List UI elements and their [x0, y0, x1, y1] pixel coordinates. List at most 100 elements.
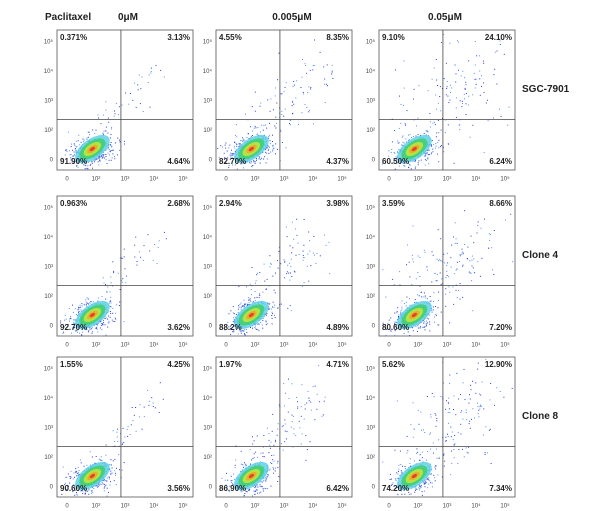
- event-dot: [397, 142, 399, 144]
- event-dot: [81, 334, 83, 336]
- y-tick-label: 10³: [366, 99, 375, 105]
- event-dot: [438, 161, 440, 163]
- event-dot: [411, 136, 412, 138]
- event-dot: [230, 480, 232, 482]
- event-dot: [467, 246, 469, 248]
- event-dot: [107, 326, 109, 328]
- event-dot: [312, 69, 314, 71]
- event-dot: [259, 162, 261, 164]
- event-dot: [418, 459, 420, 461]
- event-dot: [235, 124, 237, 126]
- event-dot: [233, 478, 235, 480]
- event-dot: [285, 392, 286, 394]
- event-dot: [436, 79, 438, 81]
- event-dot: [260, 491, 262, 493]
- event-dot: [228, 313, 230, 315]
- event-dot: [400, 464, 402, 465]
- event-dot: [62, 158, 64, 160]
- event-dot: [301, 433, 303, 435]
- event-dot: [455, 107, 457, 109]
- event-dot: [331, 71, 333, 73]
- event-dot: [430, 416, 432, 418]
- event-dot: [149, 250, 151, 252]
- event-dot: [247, 299, 249, 301]
- event-dot: [254, 300, 256, 302]
- event-dot: [419, 489, 420, 491]
- event-dot: [228, 326, 230, 328]
- event-dot: [392, 482, 394, 484]
- event-dot: [259, 481, 261, 483]
- event-dot: [244, 303, 246, 305]
- event-dot: [268, 439, 270, 441]
- quadrant-percent: 90.60%: [60, 484, 87, 493]
- event-dot: [437, 85, 439, 86]
- quadrant-percent: 80.60%: [382, 323, 409, 332]
- event-dot: [409, 139, 410, 141]
- event-dot: [310, 409, 312, 411]
- event-dot: [477, 221, 479, 223]
- event-dot: [448, 422, 449, 424]
- event-dot: [266, 474, 268, 475]
- event-dot: [440, 129, 442, 131]
- event-dot: [276, 434, 278, 436]
- event-dot: [413, 98, 414, 100]
- event-dot: [306, 72, 308, 74]
- event-dot: [429, 321, 431, 323]
- event-dot: [437, 324, 439, 326]
- event-dot: [235, 445, 237, 447]
- event-dot: [398, 470, 399, 472]
- event-dot: [83, 465, 85, 467]
- y-tick-label: 10⁵: [366, 366, 376, 373]
- event-dot: [259, 484, 261, 486]
- event-dot: [391, 148, 393, 150]
- event-dot: [239, 330, 241, 332]
- event-dot: [321, 415, 323, 417]
- event-dot: [449, 374, 451, 376]
- event-dot: [80, 309, 82, 311]
- event-dot: [292, 112, 294, 114]
- event-dot: [85, 301, 87, 303]
- event-dot: [454, 64, 456, 66]
- event-dot: [284, 277, 286, 279]
- event-dot: [229, 158, 231, 160]
- event-dot: [221, 146, 223, 148]
- event-dot: [231, 149, 232, 151]
- event-dot: [472, 310, 474, 312]
- event-dot: [306, 402, 308, 404]
- event-dot: [114, 110, 115, 112]
- event-dot: [253, 453, 255, 455]
- event-dot: [229, 144, 231, 146]
- event-dot: [249, 298, 251, 300]
- y-tick-label: 10⁵: [203, 366, 213, 373]
- event-dot: [423, 482, 425, 484]
- event-dot: [277, 467, 279, 469]
- density-core: [411, 473, 417, 479]
- event-dot: [250, 289, 252, 291]
- event-dot: [401, 144, 402, 146]
- event-dot: [73, 486, 75, 488]
- event-dot: [129, 93, 131, 94]
- event-dot: [109, 310, 111, 312]
- event-dot: [312, 386, 314, 388]
- event-dot: [430, 432, 431, 434]
- event-dot: [74, 151, 76, 153]
- event-dot: [484, 452, 486, 454]
- event-dot: [455, 289, 457, 291]
- event-dot: [262, 488, 264, 490]
- event-dot: [228, 491, 230, 493]
- event-dot: [397, 486, 398, 488]
- event-dot: [85, 489, 87, 491]
- event-dot: [289, 245, 291, 247]
- event-dot: [310, 88, 312, 90]
- event-dot: [381, 163, 383, 165]
- event-dot: [418, 295, 420, 297]
- event-dot: [255, 328, 257, 330]
- event-dot: [465, 412, 467, 413]
- event-dot: [89, 327, 91, 329]
- event-dot: [135, 236, 137, 238]
- event-dot: [410, 304, 412, 306]
- event-dot: [125, 275, 127, 277]
- event-dot: [396, 321, 398, 323]
- event-dot: [73, 143, 75, 145]
- event-dot: [112, 149, 114, 151]
